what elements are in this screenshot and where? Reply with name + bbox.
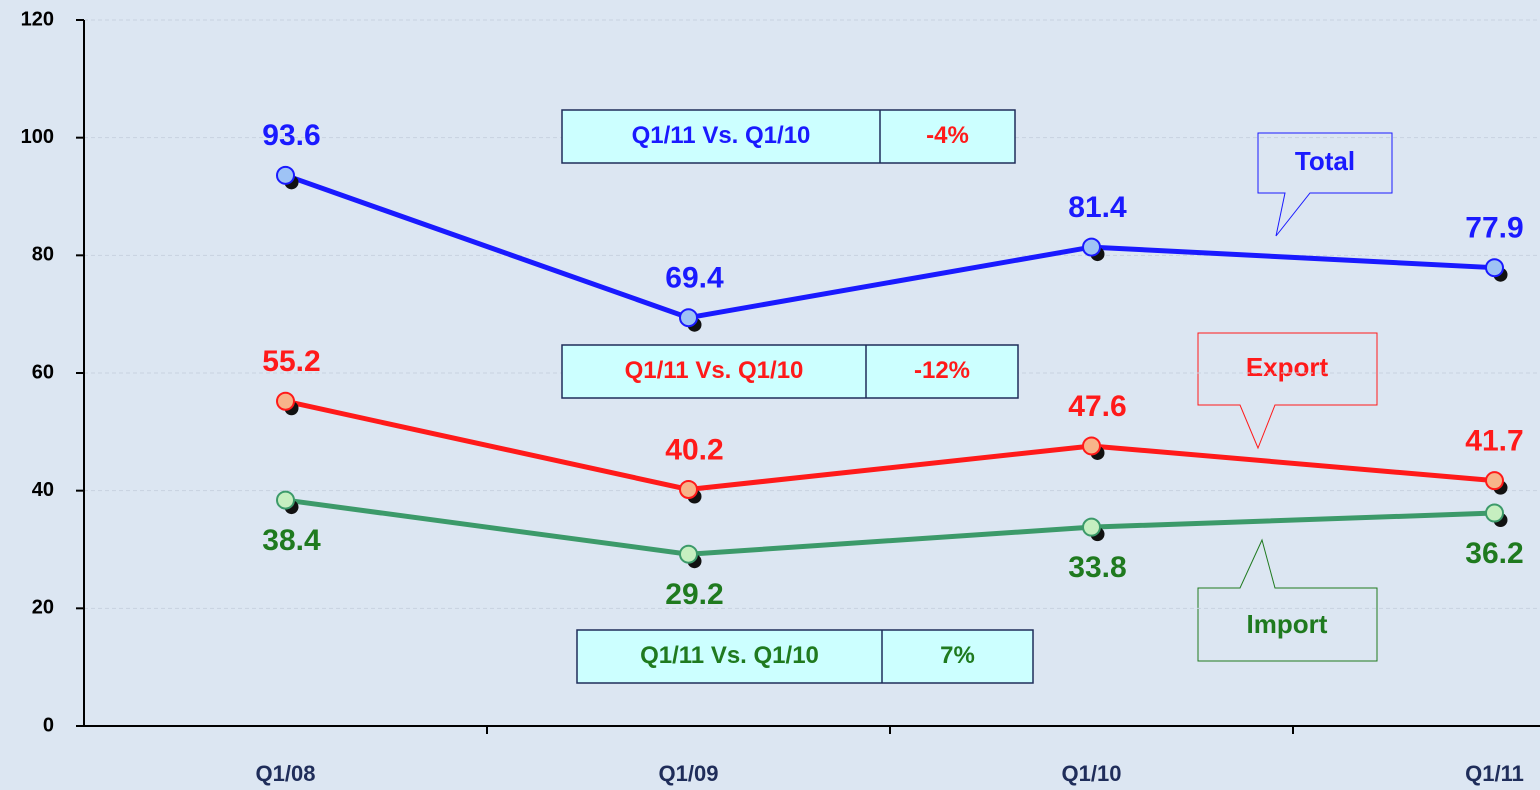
comparison-label: Q1/11 Vs. Q1/10 [640, 642, 819, 669]
marker [679, 544, 698, 564]
series-line [284, 172, 1495, 321]
data-label: 36.2 [1465, 537, 1523, 570]
data-label: 40.2 [665, 433, 723, 466]
callout-total [1257, 132, 1393, 237]
callout-export [1197, 332, 1378, 450]
callout-label: Import [1247, 609, 1328, 639]
series-line [285, 497, 1495, 557]
callout-label: Export [1246, 352, 1329, 382]
data-label: 69.4 [665, 262, 724, 295]
comparison-change: -12% [914, 357, 970, 384]
series-line [284, 398, 1495, 493]
comparison-change: -4% [926, 122, 969, 149]
data-label: 93.6 [262, 119, 320, 152]
marker [276, 165, 295, 185]
comparison-change: 7% [940, 642, 975, 669]
data-label: 29.2 [665, 578, 723, 611]
x-tick-label: Q1/11 [1465, 761, 1524, 786]
comparison-label: Q1/11 Vs. Q1/10 [625, 357, 804, 384]
callout-label: Total [1295, 146, 1355, 176]
data-label: 41.7 [1465, 425, 1523, 458]
data-label: 47.6 [1068, 390, 1126, 423]
comparison-box [576, 629, 1034, 684]
marker [276, 490, 295, 510]
comparison-label: Q1/11 Vs. Q1/10 [632, 122, 811, 149]
y-tick-label: 20 [32, 597, 54, 619]
callout-import [1197, 538, 1378, 662]
y-tick-label: 100 [21, 126, 54, 148]
data-label: 55.2 [262, 345, 320, 378]
marker [1082, 436, 1101, 456]
x-tick-label: Q1/08 [256, 761, 316, 786]
marker [679, 479, 698, 499]
x-tick-label: Q1/10 [1062, 761, 1122, 786]
x-tick-label: Q1/09 [659, 761, 719, 786]
marker [1485, 258, 1504, 278]
y-tick-label: 120 [21, 8, 54, 30]
marker [1082, 237, 1101, 257]
marker [1485, 503, 1504, 523]
comparison-box [561, 109, 1016, 164]
data-label: 38.4 [262, 524, 321, 557]
y-tick-label: 0 [43, 714, 54, 736]
y-tick-label: 80 [32, 244, 54, 266]
marker [1082, 517, 1101, 537]
y-tick-label: 40 [32, 479, 54, 501]
marker [679, 308, 698, 328]
marker [1485, 471, 1504, 491]
data-label: 81.4 [1068, 191, 1127, 224]
marker [276, 391, 295, 411]
callouts: Total Export Import [1197, 132, 1393, 662]
comparison-box [561, 344, 1019, 399]
data-label: 33.8 [1068, 551, 1126, 584]
data-label: 77.9 [1465, 212, 1523, 245]
y-tick-label: 60 [32, 361, 54, 383]
